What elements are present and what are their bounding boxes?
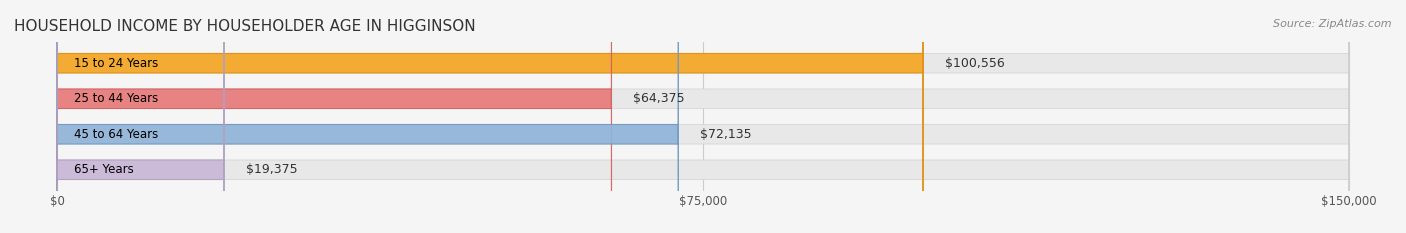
Text: $100,556: $100,556 — [945, 57, 1004, 70]
Text: $64,375: $64,375 — [633, 92, 685, 105]
FancyBboxPatch shape — [58, 0, 678, 233]
FancyBboxPatch shape — [58, 0, 224, 233]
Text: HOUSEHOLD INCOME BY HOUSEHOLDER AGE IN HIGGINSON: HOUSEHOLD INCOME BY HOUSEHOLDER AGE IN H… — [14, 19, 475, 34]
FancyBboxPatch shape — [58, 0, 612, 233]
FancyBboxPatch shape — [58, 0, 1348, 233]
Text: $72,135: $72,135 — [700, 128, 751, 141]
Text: 25 to 44 Years: 25 to 44 Years — [75, 92, 159, 105]
FancyBboxPatch shape — [58, 0, 1348, 233]
FancyBboxPatch shape — [58, 0, 924, 233]
Text: 45 to 64 Years: 45 to 64 Years — [75, 128, 159, 141]
FancyBboxPatch shape — [58, 0, 1348, 233]
FancyBboxPatch shape — [58, 0, 1348, 233]
Text: 65+ Years: 65+ Years — [75, 163, 134, 176]
Text: 15 to 24 Years: 15 to 24 Years — [75, 57, 159, 70]
Text: $19,375: $19,375 — [246, 163, 297, 176]
Text: Source: ZipAtlas.com: Source: ZipAtlas.com — [1274, 19, 1392, 29]
